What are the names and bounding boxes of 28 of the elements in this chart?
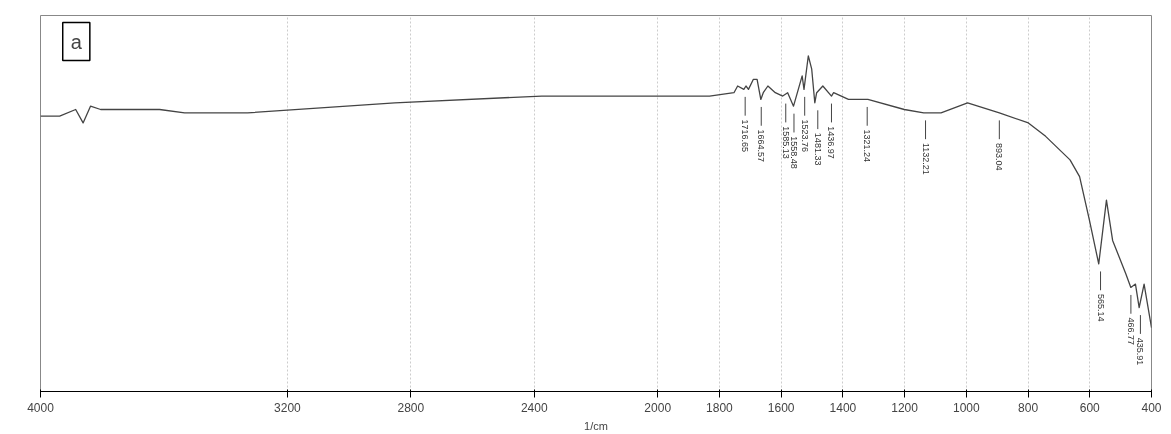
annotation: 893.04 (994, 142, 1005, 171)
x-tick-label: 4000 (27, 400, 55, 415)
x-tick-label: 2800 (397, 400, 425, 415)
annotation: 1558.48 (788, 136, 799, 169)
annotation: 1436.97 (826, 126, 837, 159)
x-tick-label: 600 (1079, 400, 1101, 415)
x-tick-label: 2000 (644, 400, 672, 415)
x-tick-label: 1000 (952, 400, 981, 415)
annotation: 435.91 (1135, 337, 1146, 366)
x-tick-label: 400 (1141, 400, 1162, 415)
text: a (70, 30, 83, 53)
x-tick-label: 1200 (891, 400, 919, 415)
annotation: 1664.57 (756, 129, 767, 163)
annotation: 1523.76 (799, 119, 810, 152)
annotation: 1481.33 (812, 132, 823, 166)
x-axis-title: 1/cm (584, 419, 608, 432)
x-tick-label: 800 (1018, 400, 1039, 415)
x-tick-label: 2400 (520, 400, 548, 415)
x-tick-label: 1400 (829, 400, 857, 415)
annotation: 466.77 (1125, 317, 1136, 346)
x-tick-label: 1800 (706, 400, 734, 415)
x-tick-label: 1600 (767, 400, 795, 415)
annotation: 565.14 (1095, 294, 1106, 322)
annotation: 1321.24 (862, 129, 873, 163)
x-tick-label: 3200 (274, 400, 302, 415)
annotation: 1716.65 (740, 119, 751, 152)
annotation: 1585.13 (780, 126, 791, 159)
annotation: 1132.21 (920, 142, 931, 175)
